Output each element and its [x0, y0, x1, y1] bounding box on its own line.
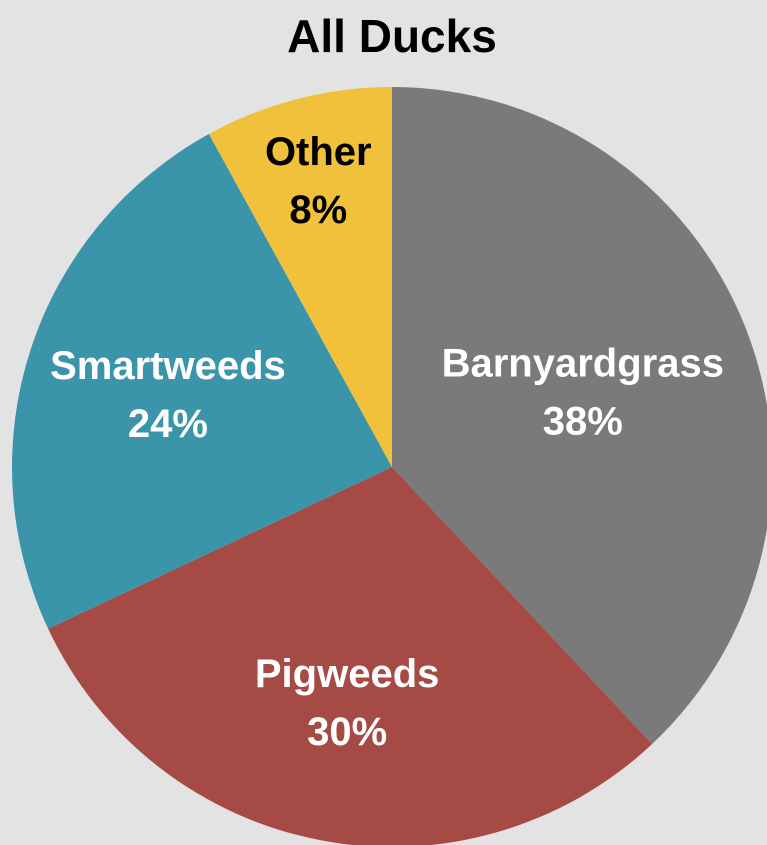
slice-label-pigweeds: Pigweeds — [255, 652, 440, 696]
pie-slice-pigweeds — [48, 467, 653, 845]
pie-slice-other — [208, 87, 392, 467]
chart-title: All Ducks — [287, 10, 497, 62]
pie-slices — [11, 87, 767, 845]
pie-labels: Barnyardgrass 38% Pigweeds 30% Smartweeds 24%… — [50, 130, 724, 754]
slice-value-barnyardgrass: 38% — [543, 399, 623, 443]
slice-value-smartweeds: 24% — [128, 402, 208, 446]
slice-label-smartweeds: Smartweeds — [50, 344, 286, 388]
pie-slice-smartweeds — [11, 134, 392, 629]
slice-value-pigweeds: 30% — [307, 710, 387, 754]
slice-label-other: Other — [265, 130, 372, 174]
slice-value-other: 8% — [289, 188, 347, 232]
slice-label-barnyardgrass: Barnyardgrass — [442, 341, 724, 385]
pie-slice-barnyardgrass — [392, 87, 767, 745]
